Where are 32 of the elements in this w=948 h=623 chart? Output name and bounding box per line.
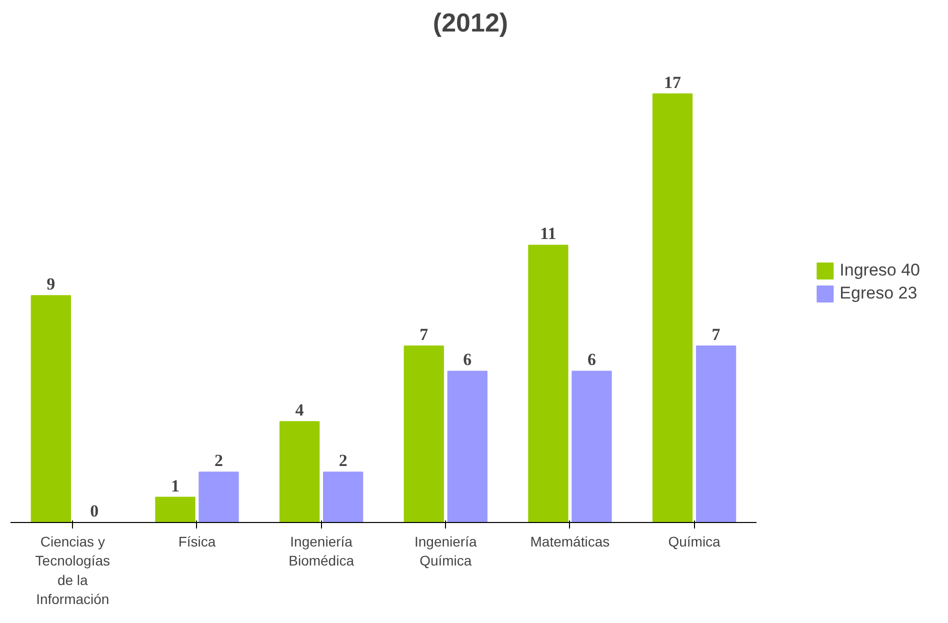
bar <box>322 472 364 522</box>
x-tick-label: Ingeniería Biomédica <box>288 534 354 569</box>
legend-label: Ingreso 40 <box>840 260 920 280</box>
bar <box>652 93 693 522</box>
bar <box>447 370 488 522</box>
bar <box>198 472 239 522</box>
data-label: 1 <box>170 476 180 496</box>
data-label: 6 <box>587 350 596 370</box>
x-tick-label: Matemáticas <box>530 534 610 550</box>
data-label: 9 <box>46 274 56 294</box>
data-label: 4 <box>295 400 304 420</box>
chart-title: (2012) <box>432 8 508 38</box>
data-label: 2 <box>338 451 348 470</box>
x-tick-label: Química <box>668 534 721 550</box>
data-label: 7 <box>420 325 429 344</box>
bar <box>404 346 444 522</box>
bar <box>30 295 71 522</box>
bar <box>528 244 568 522</box>
x-tick-label: Ciencias y Tecnologías de la Información <box>35 534 110 608</box>
x-tick-label: Física <box>178 534 216 550</box>
data-label: 11 <box>540 224 556 244</box>
bar <box>572 370 612 522</box>
data-label: 17 <box>664 72 682 92</box>
bar <box>155 496 196 522</box>
legend-label: Egreso 23 <box>840 284 918 304</box>
x-tick-label: Ingeniería Química <box>414 534 477 569</box>
data-label: 2 <box>214 451 223 470</box>
data-label: 6 <box>463 350 472 370</box>
bar <box>279 421 320 522</box>
data-label: 7 <box>712 325 721 344</box>
bar <box>696 346 736 522</box>
data-label: 0 <box>90 502 99 520</box>
